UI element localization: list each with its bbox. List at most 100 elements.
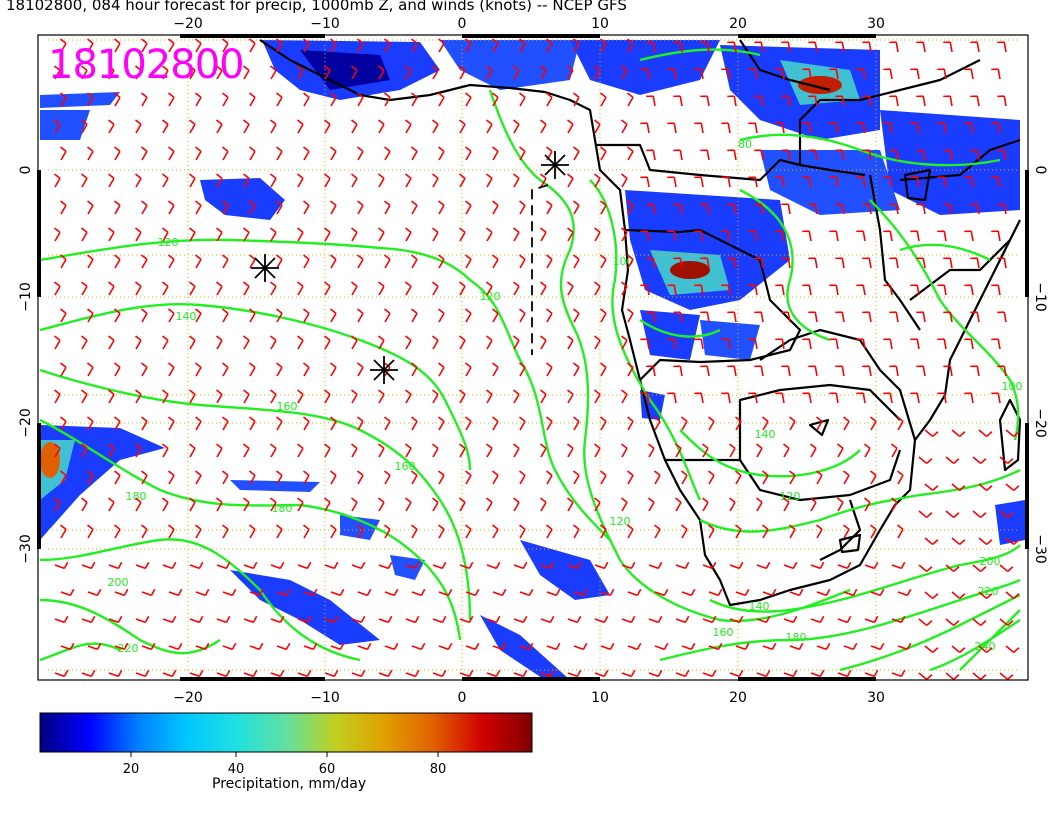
- wind-barb: [222, 470, 229, 485]
- wind-barb: [438, 416, 445, 431]
- wind-barb: [195, 416, 202, 431]
- wind-barb: [513, 65, 520, 80]
- wind-barb: [249, 200, 256, 215]
- wind-barb: [513, 119, 520, 134]
- wind-barb: [1005, 483, 1020, 492]
- wind-barb: [330, 524, 337, 539]
- wind-barb: [754, 95, 764, 107]
- wind-barb: [816, 470, 823, 485]
- wind-barb: [243, 561, 258, 570]
- wind-barb: [837, 443, 844, 458]
- wind-barb: [459, 669, 474, 678]
- wind-barb: [378, 281, 385, 296]
- wind-barb: [646, 95, 656, 107]
- wind-barb: [108, 281, 115, 296]
- wind-barb: [513, 561, 528, 570]
- wind-barb: [378, 561, 393, 570]
- wind-barb: [972, 672, 987, 681]
- wind-barb: [594, 281, 601, 296]
- wind-barb: [378, 65, 385, 80]
- wind-barb: [810, 443, 817, 458]
- wind-barb: [270, 615, 285, 624]
- wind-barb: [351, 443, 358, 458]
- wind-barb: [783, 615, 798, 624]
- wind-barb: [943, 203, 953, 215]
- wind-barb: [627, 146, 634, 161]
- wind-barb: [135, 561, 150, 570]
- wind-barb: [600, 308, 607, 323]
- wind-barb: [540, 561, 555, 570]
- wind-barb: [754, 149, 764, 161]
- wind-barb: [762, 588, 777, 597]
- wind-barb: [754, 257, 764, 269]
- wind-barb: [216, 281, 223, 296]
- wind-barb: [621, 335, 628, 350]
- wind-barb: [775, 230, 785, 242]
- wind-barb: [351, 497, 358, 512]
- wind-barb: [270, 669, 285, 678]
- wind-barb: [168, 38, 175, 53]
- wind-barb: [60, 642, 75, 651]
- wind-barb: [708, 642, 723, 651]
- wind-barb: [411, 470, 418, 485]
- wind-barb: [600, 362, 607, 377]
- wind-barb: [411, 642, 426, 651]
- wind-barb: [438, 200, 445, 215]
- wind-barb: [216, 615, 231, 624]
- wind-barb: [411, 308, 418, 323]
- wind-barb: [135, 615, 150, 624]
- wind-barb: [627, 254, 634, 269]
- wind-barb: [297, 119, 304, 134]
- wind-barb: [114, 308, 121, 323]
- wind-barb: [870, 642, 885, 651]
- wind-barb: [775, 284, 785, 296]
- wind-barb: [222, 362, 229, 377]
- wind-barb: [168, 588, 183, 597]
- contour-label: 80: [738, 138, 752, 151]
- wind-barb: [700, 95, 710, 107]
- wind-barb: [486, 65, 493, 80]
- wind-barb: [141, 588, 156, 597]
- wind-barb: [87, 308, 94, 323]
- wind-barb: [486, 119, 493, 134]
- wind-barb: [411, 254, 418, 269]
- lat-tick-label: −30: [1032, 534, 1048, 564]
- lon-tick-label: 10: [591, 690, 609, 706]
- wind-barb: [681, 524, 688, 539]
- wind-barb: [762, 470, 769, 485]
- wind-barb: [438, 146, 445, 161]
- wind-barb: [492, 200, 499, 215]
- lat-tick-label: 0: [1032, 166, 1048, 175]
- wind-barb: [216, 227, 223, 242]
- wind-barb: [673, 95, 683, 107]
- lake: [808, 418, 830, 437]
- wind-barb: [243, 335, 250, 350]
- wind-barb: [837, 497, 844, 512]
- wind-barb: [486, 389, 493, 404]
- wind-barb: [754, 41, 764, 53]
- wind-barb: [600, 416, 607, 431]
- wind-barb: [673, 365, 683, 377]
- wind-barb: [999, 564, 1014, 573]
- wind-barb: [135, 227, 142, 242]
- wind-barb: [222, 588, 237, 597]
- wind-barb: [910, 68, 920, 80]
- wind-barb: [762, 642, 777, 651]
- map-panel: [38, 35, 1028, 680]
- wind-barb: [324, 389, 331, 404]
- wind-barb: [910, 338, 920, 350]
- wind-barb: [546, 92, 553, 107]
- wind-barb: [108, 227, 115, 242]
- wind-barb: [972, 510, 987, 519]
- wind-barb: [432, 669, 447, 678]
- wind-barb: [924, 591, 939, 600]
- wind-barb: [54, 119, 61, 134]
- wind-barb: [675, 443, 682, 458]
- contour-label: 120: [780, 490, 801, 503]
- wind-barb: [694, 68, 704, 80]
- wind-barb: [303, 524, 310, 539]
- wind-barb: [910, 122, 920, 134]
- wind-barb: [600, 524, 607, 539]
- wind-barb: [835, 203, 845, 215]
- wind-barb: [964, 68, 974, 80]
